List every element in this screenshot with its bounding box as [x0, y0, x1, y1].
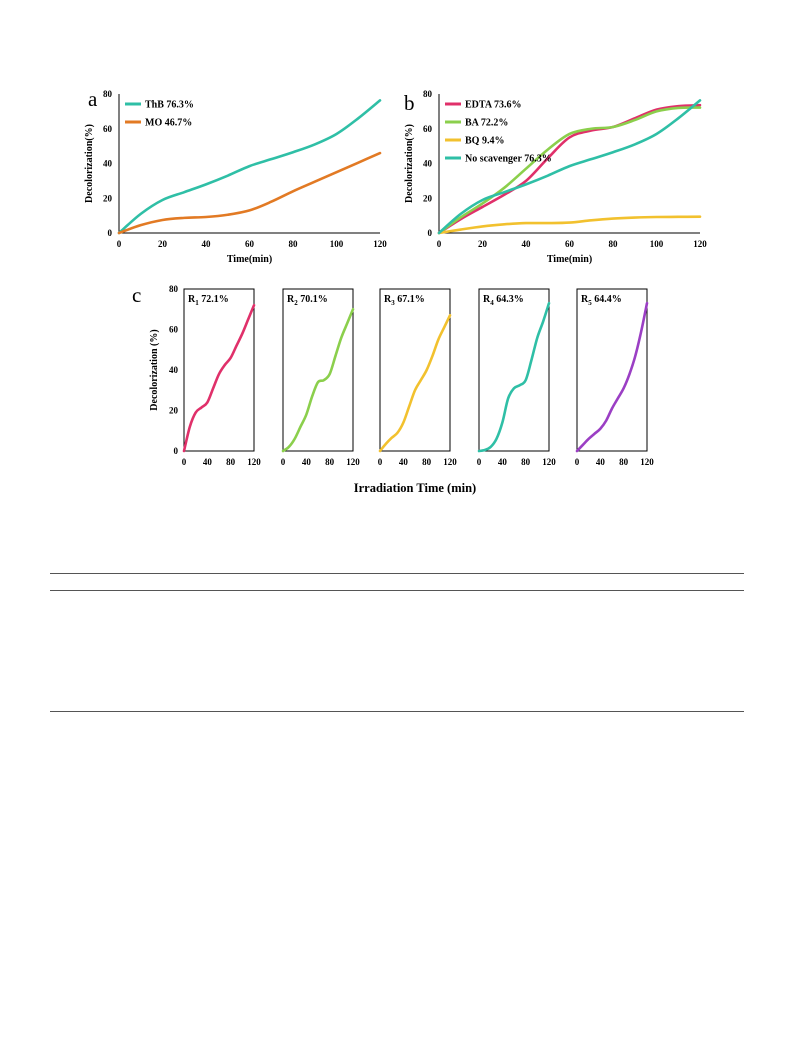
y-axis-title: Decolorization (%): [149, 329, 160, 410]
y-tick-label: 0: [174, 446, 179, 456]
x-tick-label: 120: [542, 457, 556, 467]
x-tick-label: 0: [575, 457, 580, 467]
panel-label-a: a: [88, 87, 98, 111]
x-tick-label: 40: [498, 457, 508, 467]
y-tick-label: 80: [423, 89, 433, 99]
x-tick-label: 0: [182, 457, 187, 467]
x-tick-label: 40: [302, 457, 312, 467]
x-tick-label: 80: [521, 457, 531, 467]
x-tick-label: 0: [117, 239, 122, 249]
table-bottom-rule: [50, 711, 744, 712]
y-axis-title: Decolorization(%): [84, 124, 95, 203]
subplot-R5: 0 40 80 120 R5 64.4%: [575, 288, 654, 467]
table-header-rule: [50, 590, 744, 591]
x-tick-label: 120: [247, 457, 261, 467]
x-tick-label: 0: [281, 457, 286, 467]
legend-label: EDTA 73.6%: [465, 100, 522, 111]
x-tick-label: 20: [158, 239, 168, 249]
subplot-R3: 0 40 80 120 R3 67.1%: [378, 288, 457, 467]
x-tick-label: 20: [478, 239, 488, 249]
y-tick-label: 0: [108, 228, 113, 238]
subplot-label: R1 72.1%: [188, 294, 229, 307]
x-tick-label: 0: [378, 457, 383, 467]
series-line: [281, 307, 355, 453]
series-line: [437, 99, 702, 235]
x-tick-label: 40: [522, 239, 532, 249]
x-tick-label: 80: [422, 457, 432, 467]
y-tick-label: 60: [103, 124, 113, 134]
legend-label: BQ 9.4%: [465, 136, 504, 147]
subplot-label: R2 70.1%: [287, 294, 328, 307]
legend-label: BA 72.2%: [465, 118, 508, 129]
subplot-frame: [576, 288, 648, 452]
x-tick-label: 0: [477, 457, 482, 467]
x-axis-title: Time(min): [547, 254, 592, 265]
series-line: [117, 99, 382, 235]
x-tick-label: 120: [640, 457, 654, 467]
x-tick-label: 40: [399, 457, 409, 467]
series-line: [437, 106, 702, 235]
legend-label: MO 46.7%: [145, 118, 192, 129]
series-line: [378, 314, 452, 453]
x-tick-label: 120: [373, 239, 387, 249]
panel-label-b: b: [404, 91, 415, 115]
subplot-R2: 0 40 80 120 R2 70.1%: [281, 288, 360, 467]
x-tick-label: 40: [203, 457, 213, 467]
series-line: [182, 303, 256, 453]
x-tick-label: 120: [346, 457, 360, 467]
subplot-frame: [379, 288, 451, 452]
y-tick-label: 80: [103, 89, 113, 99]
subplot-R4: 0 40 80 120 R4 64.3%: [477, 288, 556, 467]
y-tick-label: 60: [423, 124, 433, 134]
series-line: [437, 215, 702, 235]
x-tick-label: 120: [693, 239, 707, 249]
chart-panel-b: b 0 20 40 60 80 100 120 0 20 40 60 80 Time(min) Decolo…: [404, 89, 707, 265]
x-tick-label: 120: [443, 457, 457, 467]
y-tick-label: 40: [169, 365, 179, 375]
y-axis-title: Decolorization(%): [404, 124, 415, 203]
series-line: [477, 301, 551, 453]
x-tick-label: 40: [596, 457, 606, 467]
subplot-frame: [282, 288, 354, 452]
x-tick-label: 0: [437, 239, 442, 249]
series-line: [117, 151, 382, 235]
x-tick-label: 80: [226, 457, 236, 467]
x-tick-label: 40: [202, 239, 212, 249]
y-tick-label: 20: [103, 193, 113, 203]
x-tick-label: 60: [245, 239, 255, 249]
y-tick-label: 0: [428, 228, 433, 238]
x-tick-label: 80: [325, 457, 335, 467]
y-tick-label: 40: [103, 159, 113, 169]
y-tick-label: 40: [423, 159, 433, 169]
y-tick-label: 20: [169, 406, 179, 416]
series-line: [575, 301, 649, 453]
subplot-label: R3 67.1%: [384, 294, 425, 307]
subplot-frame: [183, 288, 255, 452]
chart-panel-c: c 0 40 80 120 0 20 40 60 80 R1 72.1% 0 40 80 120 R2 70.…: [132, 283, 654, 495]
x-tick-label: 100: [650, 239, 664, 249]
y-tick-label: 80: [169, 284, 179, 294]
x-tick-label: 100: [330, 239, 344, 249]
x-tick-label: 80: [609, 239, 619, 249]
x-tick-label: 80: [289, 239, 299, 249]
y-tick-label: 20: [423, 193, 433, 203]
subplot-label: R5 64.4%: [581, 294, 622, 307]
x-tick-label: 60: [565, 239, 575, 249]
subplot-R1: 0 40 80 120 0 20 40 60 80 R1 72.1%: [169, 284, 261, 467]
legend-label: ThB 76.3%: [145, 100, 194, 111]
legend-label: No scavenger 76.3%: [465, 154, 552, 165]
chart-panel-a: a 0 20 40 60 80 100 120 0 20 40 60 80 Time(min) Decolo…: [84, 87, 387, 265]
x-axis-title: Irradiation Time (min): [354, 481, 476, 495]
y-tick-label: 60: [169, 325, 179, 335]
panel-label-c: c: [132, 283, 141, 307]
x-axis-title: Time(min): [227, 254, 272, 265]
series-line: [437, 103, 702, 235]
table-top-rule: [50, 573, 744, 574]
subplot-label: R4 64.3%: [483, 294, 524, 307]
subplot-frame: [478, 288, 550, 452]
x-tick-label: 80: [619, 457, 629, 467]
